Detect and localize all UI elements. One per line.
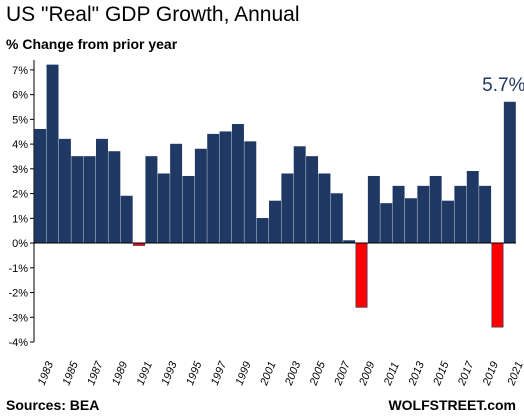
bar (454, 185, 467, 244)
bar (503, 101, 516, 244)
bar (194, 148, 207, 244)
y-tick-label: 2% (12, 189, 28, 201)
bar (58, 138, 71, 244)
y-tick-label: 7% (12, 65, 28, 77)
bar (244, 141, 257, 244)
data-label-2021: 5.7% (482, 75, 524, 96)
y-tick-label: -3% (8, 312, 28, 324)
x-axis: 1983 1985 1987 1989 1991 1993 1995 1997 1999 2001… (34, 242, 524, 388)
x-tick-label: 1993 (159, 359, 180, 387)
bar (207, 133, 220, 244)
x-tick-label: 1987 (85, 359, 106, 387)
brand-logo-text: WOLFSTREET.com (388, 397, 516, 413)
bar (392, 185, 405, 244)
bar (429, 175, 442, 244)
chart-title: US "Real" GDP Growth, Annual (6, 3, 300, 26)
x-tick-label: 1997 (209, 359, 230, 387)
x-tick-label: 2009 (357, 360, 378, 388)
x-tick-label: 2001 (258, 360, 279, 388)
x-tick-label: 2021 (505, 360, 524, 388)
bar (46, 64, 59, 244)
bar (306, 156, 319, 244)
x-tick-label: 1999 (234, 360, 254, 387)
bars (34, 64, 516, 328)
bar (479, 185, 492, 244)
y-tick-label: -4% (8, 337, 28, 349)
bar (293, 146, 306, 244)
x-tick-label: 1983 (36, 359, 57, 387)
bar (145, 156, 158, 244)
bar (442, 200, 455, 244)
bar (281, 173, 294, 244)
y-axis: -4% -3% -2% -1% 0% 1% 2% 3% 4% 5% 6% 7% (8, 60, 35, 349)
x-tick-label: 1989 (110, 360, 130, 387)
bar (170, 143, 183, 244)
bar (219, 131, 232, 244)
x-tick-label: 2003 (283, 359, 304, 388)
bar (417, 185, 430, 244)
bar (330, 193, 343, 244)
x-tick-label: 1991 (135, 360, 155, 387)
bar (380, 203, 393, 244)
bar (491, 242, 504, 328)
x-tick-label: 2015 (431, 359, 452, 388)
bar (71, 156, 84, 244)
bar (34, 128, 47, 244)
x-tick-label: 2007 (332, 359, 353, 388)
bar (355, 242, 368, 308)
bar (466, 171, 479, 244)
bar (120, 195, 133, 244)
bar (95, 138, 108, 244)
y-tick-label: 6% (12, 90, 28, 102)
x-tick-label: 2017 (456, 359, 477, 388)
bar (83, 156, 96, 244)
y-tick-label: 3% (12, 164, 28, 176)
x-tick-label: 2005 (307, 359, 328, 388)
x-tick-label: 1985 (61, 359, 82, 387)
chart-subtitle: % Change from prior year (6, 36, 178, 52)
bar (318, 173, 331, 244)
x-tick-label: 2011 (382, 361, 402, 388)
source-note: Sources: BEA (6, 397, 100, 413)
bar (182, 175, 195, 244)
y-tick-label: -2% (8, 288, 28, 300)
y-tick-label: 1% (12, 213, 28, 225)
bar (367, 175, 380, 244)
bar (269, 200, 281, 244)
x-tick-label: 2019 (480, 360, 501, 388)
bar (404, 198, 417, 244)
annotations: 5.7% (482, 75, 524, 96)
y-tick-label: 4% (12, 139, 28, 151)
bar (157, 173, 170, 244)
y-tick-label: 5% (12, 114, 28, 126)
y-tick-label: 0% (12, 238, 28, 250)
x-tick-label: 2013 (406, 359, 427, 388)
bar (256, 218, 269, 244)
x-tick-label: 1995 (184, 359, 205, 387)
y-tick-label: -1% (8, 263, 28, 275)
bar (108, 151, 121, 244)
bar (231, 124, 244, 244)
